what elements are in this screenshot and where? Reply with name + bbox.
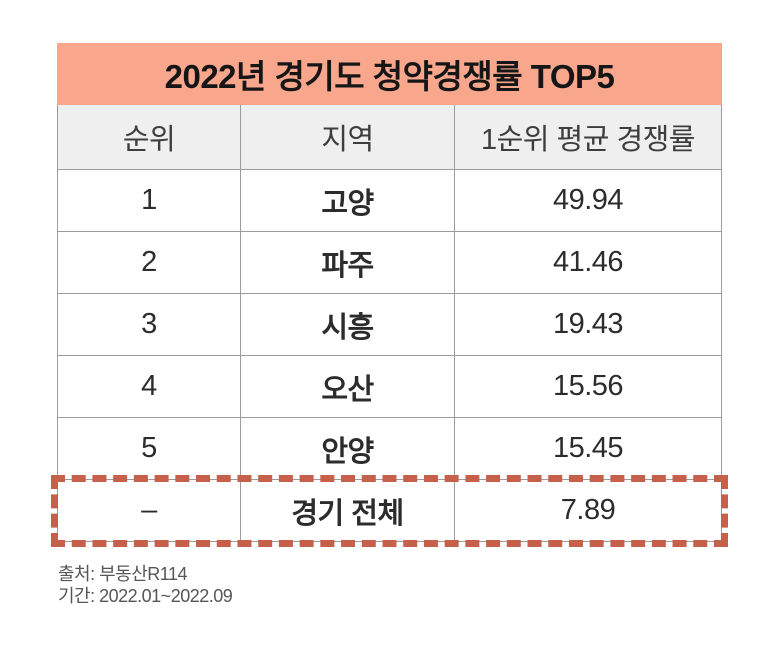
rate-cell: 19.43	[454, 294, 721, 355]
table-row: 4 오산 15.56	[58, 355, 721, 417]
region-cell: 파주	[240, 232, 454, 293]
rate-cell: 15.56	[454, 356, 721, 417]
region-cell: 안양	[240, 418, 454, 479]
footnotes: 출처: 부동산R114 기간: 2022.01~2022.09	[58, 563, 233, 607]
rank-cell: 5	[141, 432, 157, 464]
table-row-total-highlighted: – 경기 전체 7.89	[51, 475, 728, 547]
rate-cell: 41.46	[454, 232, 721, 293]
table-row: 1 고양 49.94	[58, 169, 721, 231]
rate-cell: 15.45	[454, 418, 721, 479]
table-grid: 순위 지역 1순위 평균 경쟁률 1 고양 49.94 2 파주 41.46 3…	[51, 105, 728, 547]
table-row: 5 안양 15.45	[58, 417, 721, 479]
competition-rate-table: 2022년 경기도 청약경쟁률 TOP5 순위 지역 1순위 평균 경쟁률 1 …	[51, 43, 728, 547]
rank-cell: 1	[141, 184, 157, 216]
rank-cell: 4	[141, 370, 157, 402]
rank-cell: 2	[141, 246, 157, 278]
source-note: 출처: 부동산R114	[58, 564, 188, 584]
region-cell: 고양	[240, 170, 454, 231]
table-row: 3 시흥 19.43	[58, 293, 721, 355]
column-header-rate: 1순위 평균 경쟁률	[454, 105, 721, 169]
region-cell: 오산	[240, 356, 454, 417]
rank-cell: –	[141, 494, 157, 526]
region-cell: 경기 전체	[240, 480, 454, 541]
column-header-region: 지역	[240, 105, 454, 169]
column-header-rank: 순위	[122, 124, 176, 156]
rate-cell: 49.94	[454, 170, 721, 231]
region-cell: 시흥	[240, 294, 454, 355]
rank-cell: 3	[141, 308, 157, 340]
table-header-row: 순위 지역 1순위 평균 경쟁률	[58, 105, 721, 169]
table-row: 2 파주 41.46	[58, 231, 721, 293]
rate-cell: 7.89	[454, 480, 721, 541]
page-title: 2022년 경기도 청약경쟁률 TOP5	[57, 43, 722, 105]
period-note: 기간: 2022.01~2022.09	[58, 586, 233, 606]
